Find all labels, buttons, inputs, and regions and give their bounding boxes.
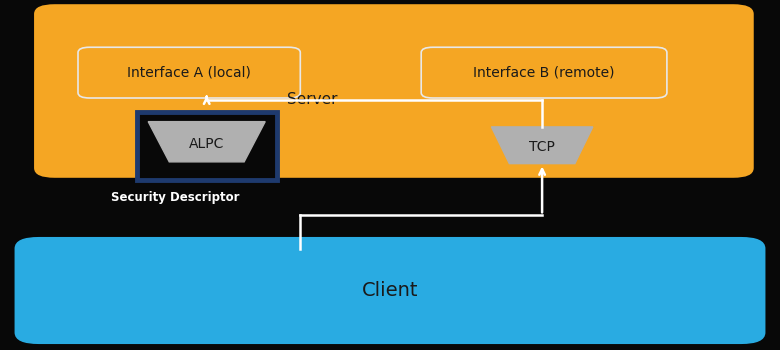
Polygon shape [491,127,593,164]
FancyBboxPatch shape [78,47,300,98]
FancyBboxPatch shape [35,5,753,177]
Text: Interface B (remote): Interface B (remote) [473,66,615,80]
FancyBboxPatch shape [136,112,277,180]
Text: TCP: TCP [529,140,555,154]
Polygon shape [148,122,265,162]
Text: Interface A (local): Interface A (local) [127,66,251,80]
FancyBboxPatch shape [421,47,667,98]
FancyBboxPatch shape [16,238,764,343]
Text: Security Descriptor: Security Descriptor [112,191,239,204]
Text: Client: Client [362,281,418,300]
Text: Server: Server [287,92,337,107]
Text: ALPC: ALPC [189,136,225,150]
